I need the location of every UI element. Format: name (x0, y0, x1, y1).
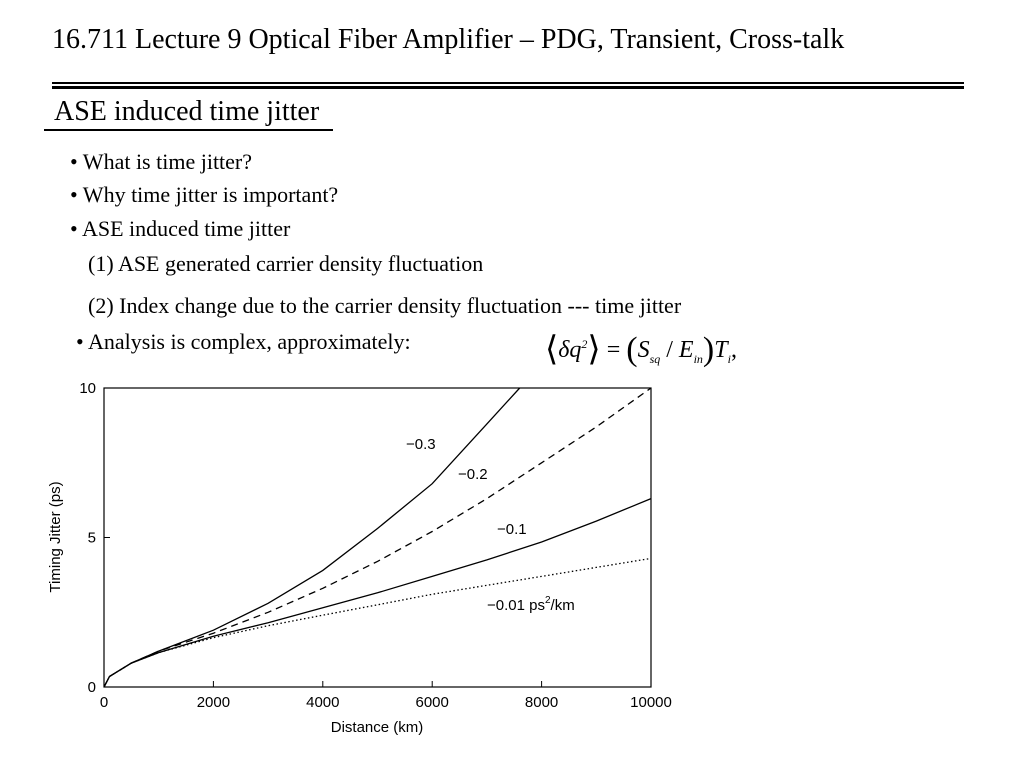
formula-equals: = (606, 337, 621, 363)
chart-xlabel: Distance (km) (331, 719, 424, 736)
bullet-what-is-jitter: • What is time jitter? (70, 149, 253, 174)
x-tick-label: 6000 (416, 694, 449, 711)
formula-slash: / (666, 337, 673, 363)
x-tick-label: 4000 (306, 694, 339, 711)
formula-left-angle: ⟨ (545, 331, 559, 368)
sub-item-index-change: (2) Index change due to the carrier dens… (88, 293, 682, 318)
formula-close-paren: ) (702, 331, 715, 368)
y-tick-label: 0 (88, 679, 96, 696)
formula-s-sub: sq (649, 351, 661, 366)
section-heading: ASE induced time jitter (44, 95, 334, 131)
series-line-2 (103, 497, 652, 688)
slide-title: 16.711 Lecture 9 Optical Fiber Amplifier… (52, 24, 845, 55)
chart-svg: 0 2000 4000 6000 8000 10000 0 5 10 Distance (km)… (47, 380, 672, 736)
series-label-0.01-unit: /km (551, 597, 575, 614)
formula-s: S (637, 337, 650, 363)
formula-comma: , (730, 337, 737, 363)
series-label-0.3: −0.3 (406, 436, 436, 453)
sub-item-carrier-fluctuation: (1) ASE generated carrier density fluctu… (88, 251, 484, 276)
formula-e: E (678, 337, 694, 363)
formula-e-sub: in (693, 351, 703, 366)
timing-jitter-chart: 0 2000 4000 6000 8000 10000 0 5 10 Distance (km)… (40, 372, 680, 744)
formula-open-paren: ( (626, 331, 638, 368)
x-tick-label: 8000 (525, 694, 558, 711)
series-label-0.01: −0.01 ps2/km (487, 595, 575, 614)
chart-ylabel: Timing Jitter (ps) (47, 481, 64, 592)
formula-t-sub: i (727, 351, 731, 366)
series-label-0.01-value: −0.01 ps (487, 597, 545, 614)
formula-delta-q: δq (558, 337, 582, 363)
series-line-1 (103, 387, 652, 688)
series-label-0.01-exponent: 2 (545, 595, 551, 606)
x-tick-label: 2000 (197, 694, 230, 711)
bullet-why-important: • Why time jitter is important? (70, 182, 339, 207)
series-line-0 (103, 387, 521, 688)
title-rule-thick (52, 86, 964, 89)
y-tick-label: 5 (88, 530, 96, 547)
bullet-analysis: • Analysis is complex, approximately: (76, 329, 411, 354)
x-tick-label: 10000 (630, 694, 672, 711)
x-tick-label: 0 (100, 694, 108, 711)
jitter-formula: ⟨δq2⟩ = (Ssq / Ein)Ti, (545, 324, 737, 379)
series-label-0.1: −0.1 (497, 521, 527, 538)
y-tick-label: 10 (79, 380, 96, 397)
formula-exponent: 2 (581, 337, 588, 351)
formula-t: T (714, 337, 728, 363)
series-label-0.2: −0.2 (458, 466, 488, 483)
formula-right-angle: ⟩ (587, 331, 601, 368)
series-line-3 (103, 557, 652, 688)
title-rule-thin (52, 82, 964, 84)
bullet-ase-jitter: • ASE induced time jitter (70, 216, 291, 241)
